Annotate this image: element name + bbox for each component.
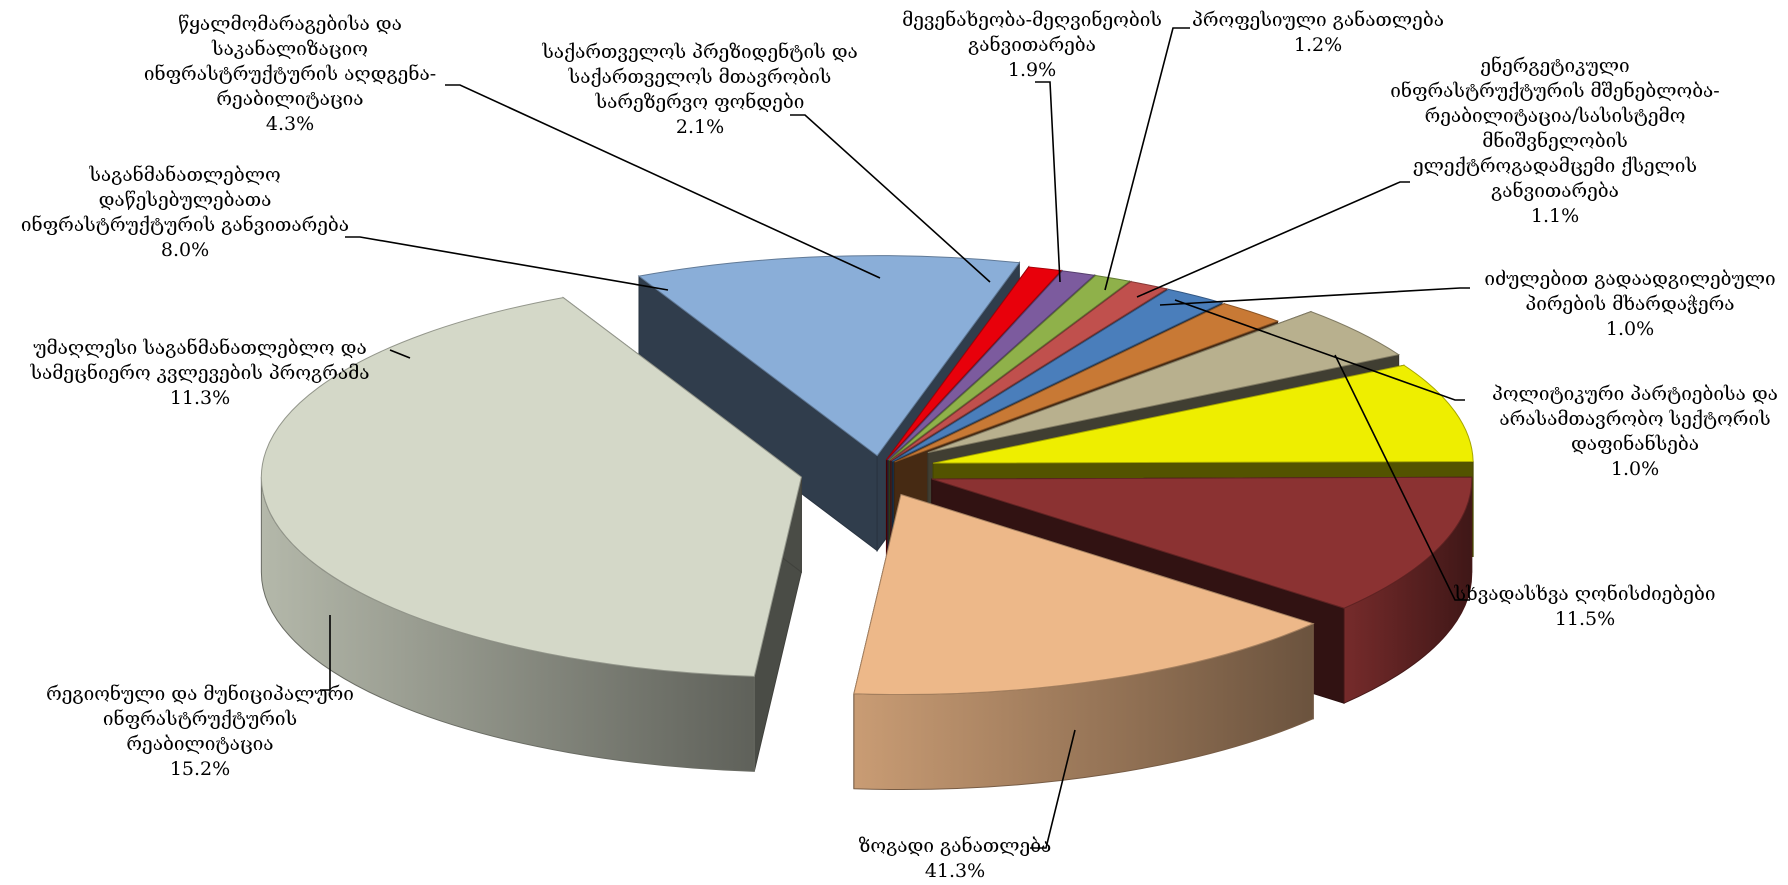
data-label: მევენახეობა-მეღვინეობის განვითარება 1.9%: [902, 9, 1162, 81]
data-label: რეგიონული და მუნიციპალური ინფრასტრუქტურის…: [46, 683, 354, 780]
data-label: უმაღლესი საგანმანათლებლო და სამეცნიერო კვ…: [29, 337, 369, 409]
slice-top: [931, 476, 1473, 609]
slice-top: [853, 493, 1315, 695]
data-label: ზოგადი განათლება 41.3%: [859, 835, 1052, 882]
data-label: წყალმომარაგებისა და საკანალიზაციო ინფრასტრ…: [144, 13, 436, 135]
leader-line: [1334, 354, 1470, 601]
data-label: საქართველოს პრეზიდენტის და საქართველოს მთ…: [541, 41, 858, 138]
slice-0: [260, 296, 802, 772]
slice-top: [888, 275, 1131, 461]
data-label: პოლიტიკური პარტიებისა და არასამთავრობო სე…: [1492, 383, 1778, 480]
data-label: იძულებით გადაადგილებული პირების მხარდაჭერ…: [1484, 268, 1775, 340]
slice-11: [853, 493, 1315, 790]
leader-line: [389, 349, 411, 359]
leader-lines: [320, 27, 1470, 849]
slice-labels: ზოგადი განათლება 41.3% სხვადასხვა ღონისძიე…: [21, 9, 1778, 882]
leader-line: [445, 84, 881, 279]
leader-line: [1136, 181, 1410, 298]
slice-top: [890, 281, 1169, 462]
slice-top: [892, 288, 1224, 462]
pie-slices: [260, 255, 1474, 790]
slice-top: [637, 255, 1021, 457]
leader-line: [1104, 27, 1190, 291]
leader-line: [1174, 299, 1465, 401]
slice-top: [933, 364, 1474, 464]
data-label: საგანმანათლებლო დაწესებულებათა ინფრასტრუქტ…: [21, 164, 349, 261]
data-label: ენერგეტიკული ინფრასტრუქტურის მშენებლობა-რ…: [1390, 55, 1719, 227]
data-label: სხვადასხვა ღონისძიებები 11.5%: [1454, 583, 1716, 630]
leader-line: [1035, 81, 1061, 283]
leader-line: [1030, 729, 1076, 849]
leader-line: [790, 114, 991, 283]
slice-top: [927, 311, 1400, 454]
leader-line: [320, 615, 331, 691]
slice-top: [260, 297, 802, 677]
slice-top: [886, 266, 1063, 461]
slice-top: [887, 270, 1096, 461]
data-label: პროფესიული განათლება 1.2%: [1192, 9, 1444, 56]
leader-line: [1159, 287, 1470, 306]
slice-top: [894, 303, 1280, 463]
leader-line: [345, 236, 669, 291]
